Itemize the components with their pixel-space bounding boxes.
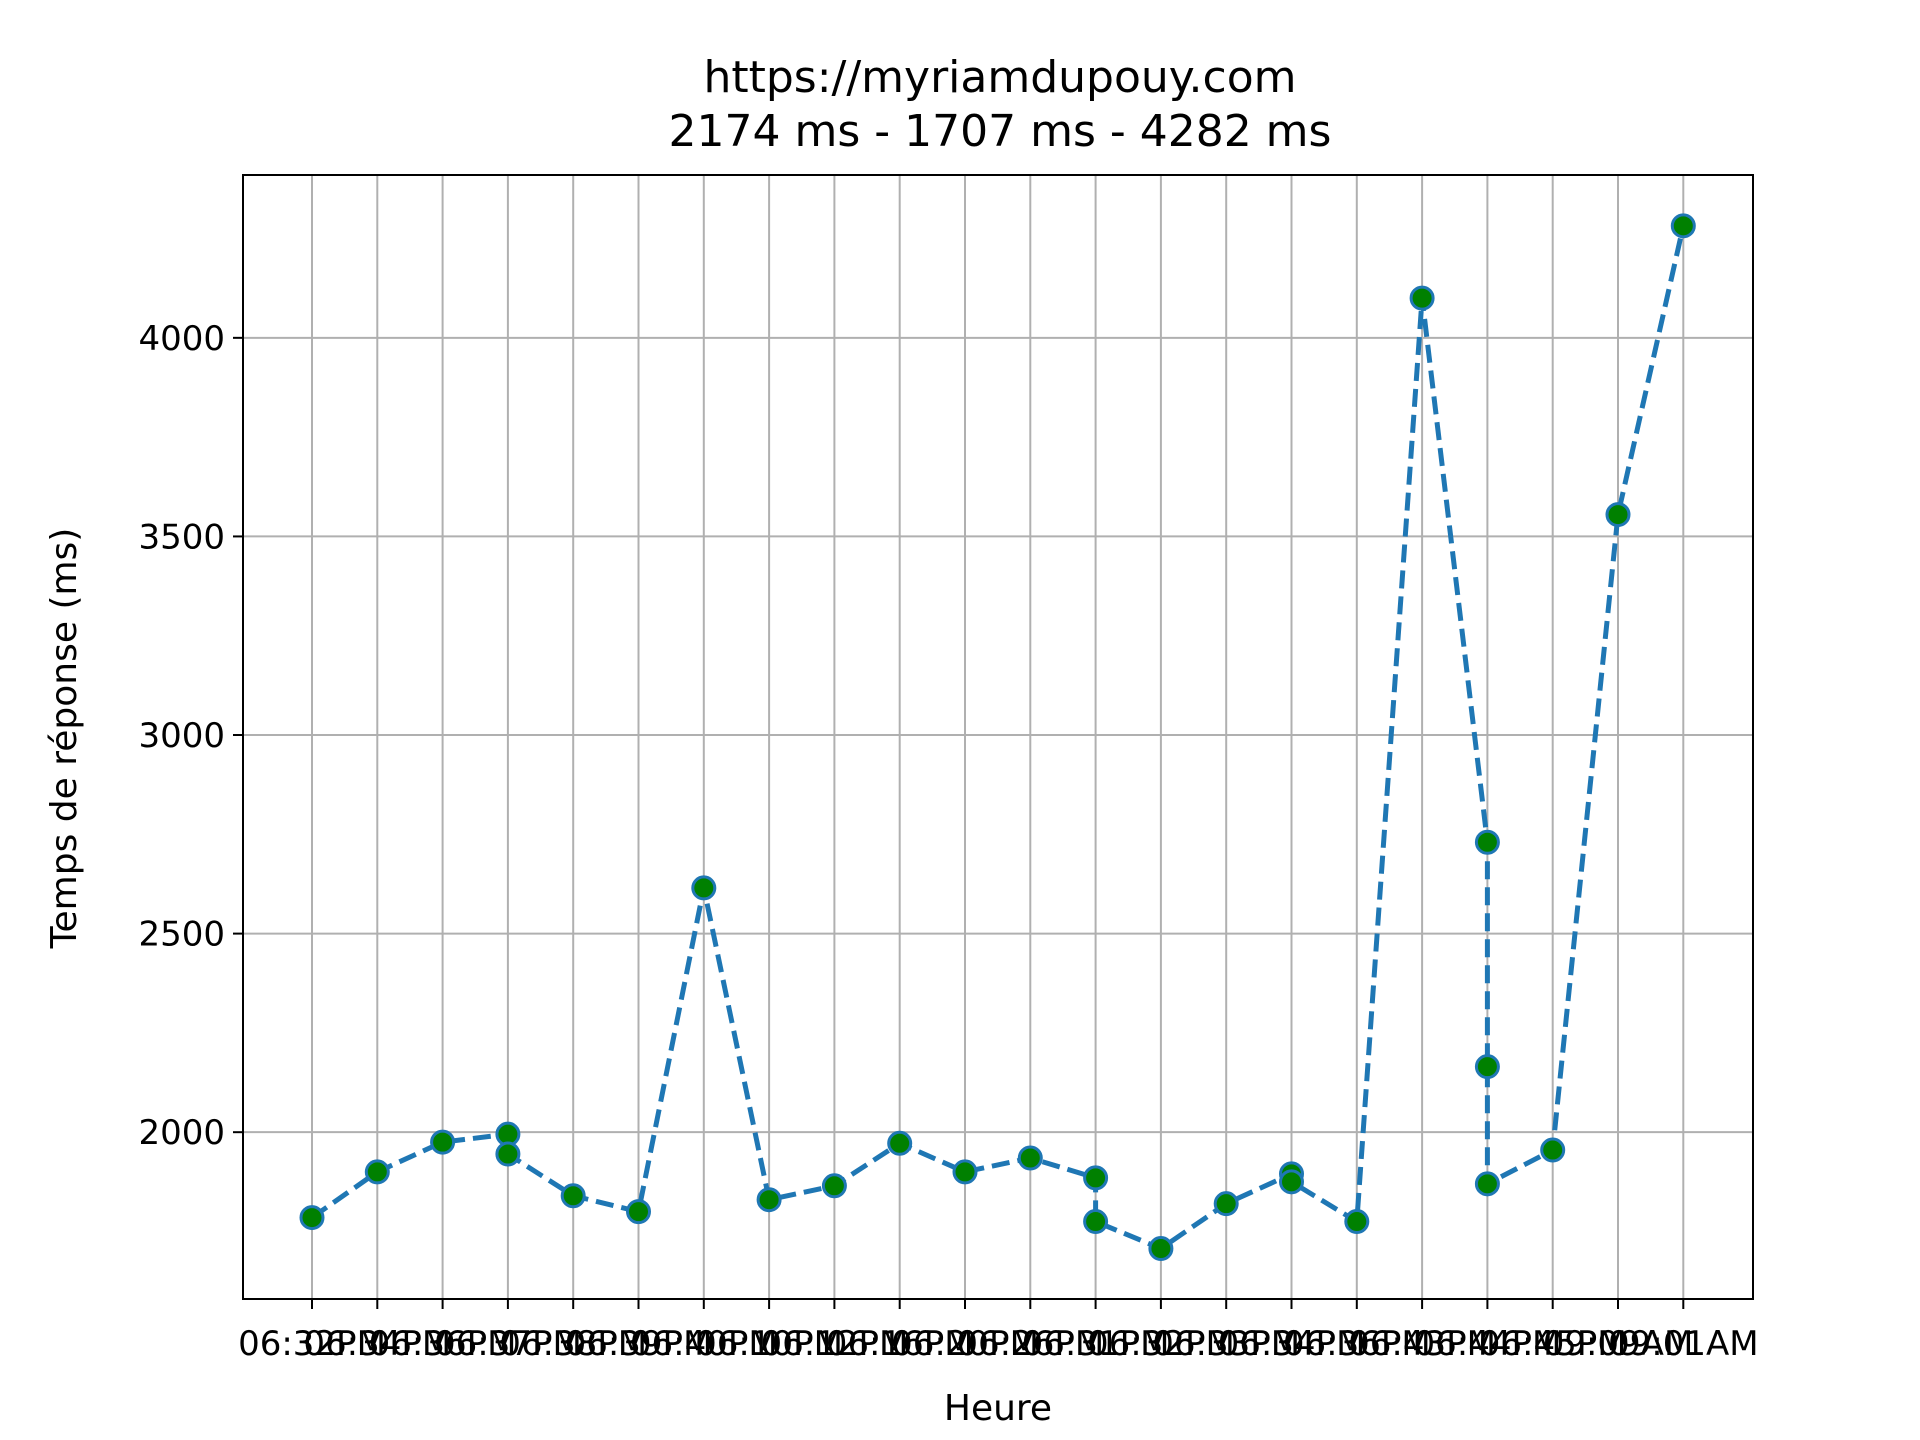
x-tick-label: 06:12PM <box>760 1324 908 1364</box>
data-point <box>1017 1145 1043 1171</box>
chart-subtitle: 2174 ms - 1707 ms - 4282 ms <box>669 106 1332 157</box>
x-tick-label: 06:16PM <box>826 1324 974 1364</box>
x-tick-label: 06:45PM <box>1479 1324 1627 1364</box>
grid <box>243 175 1753 1299</box>
data-point <box>1540 1137 1566 1163</box>
y-tick-label: 3000 <box>138 716 225 756</box>
x-axis-label: Heure <box>944 1388 1052 1429</box>
x-tick-label: 06:37PM <box>434 1324 582 1364</box>
data-point <box>364 1159 390 1185</box>
y-tick-label: 4000 <box>138 319 225 359</box>
data-point <box>821 1173 847 1199</box>
data-point <box>1474 1171 1500 1197</box>
data-point <box>495 1141 521 1167</box>
x-tick-label: 06:43PM <box>1348 1324 1496 1364</box>
data-point <box>1409 285 1435 311</box>
data-series <box>299 213 1696 1262</box>
chart-title: https://myriamdupouy.com <box>703 52 1296 103</box>
x-tick-label: 06:44PM <box>1413 1324 1561 1364</box>
x-tick-label: 06:36PM <box>1283 1324 1431 1364</box>
data-point <box>626 1199 651 1225</box>
x-tick-label: 06:20PM <box>891 1324 1039 1364</box>
y-axis-label: Temps de réponse (ms) <box>44 528 85 950</box>
x-tick-label: 06:36PM <box>369 1324 517 1364</box>
y-tick-label: 2000 <box>138 1113 225 1153</box>
x-tick-label: 06:38PM <box>499 1324 647 1364</box>
data-point <box>1344 1209 1370 1235</box>
plot-frame <box>242 174 1754 1300</box>
x-tick-label: 06:34PM <box>1218 1324 1366 1364</box>
data-point <box>952 1159 978 1185</box>
x-tick-label: 06:10PM <box>695 1324 843 1364</box>
x-tick-label: 06:39PM <box>565 1324 713 1364</box>
data-point <box>1474 1054 1500 1080</box>
data-point <box>1213 1191 1239 1217</box>
data-point <box>1474 829 1500 855</box>
data-point <box>1605 502 1631 528</box>
x-tick-label: 06:33PM <box>1152 1324 1300 1364</box>
y-tick-label: 3500 <box>138 517 225 557</box>
x-tick-label: 06:34PM <box>303 1324 451 1364</box>
x-tick-label: 06:26PM <box>956 1324 1104 1364</box>
data-point <box>1083 1209 1109 1235</box>
data-point <box>887 1130 913 1156</box>
data-point <box>299 1205 325 1231</box>
data-point <box>1148 1236 1174 1262</box>
data-point <box>430 1129 456 1155</box>
data-point <box>1083 1165 1109 1191</box>
x-tick-label: 09:01AM <box>1608 1324 1759 1364</box>
data-point <box>560 1183 586 1209</box>
data-point <box>1279 1169 1304 1195</box>
data-point <box>691 875 717 901</box>
x-tick-label: 06:32PM <box>1087 1324 1235 1364</box>
x-tick-label: 09:09AM <box>1543 1324 1694 1364</box>
data-point <box>756 1187 782 1213</box>
y-axis-ticks: 2000 2500 3000 3500 4000 <box>138 319 243 1153</box>
x-tick-label: 06:31PM <box>1022 1324 1170 1364</box>
x-tick-label: 06:40PM <box>630 1324 778 1364</box>
x-tick-label: 06:32PM <box>238 1324 386 1364</box>
x-axis-ticks: 06:32PM06:34PM06:36PM06:37PM06:38PM06:39… <box>238 1299 1759 1364</box>
data-point <box>1670 213 1696 239</box>
y-tick-label: 2500 <box>138 915 225 955</box>
